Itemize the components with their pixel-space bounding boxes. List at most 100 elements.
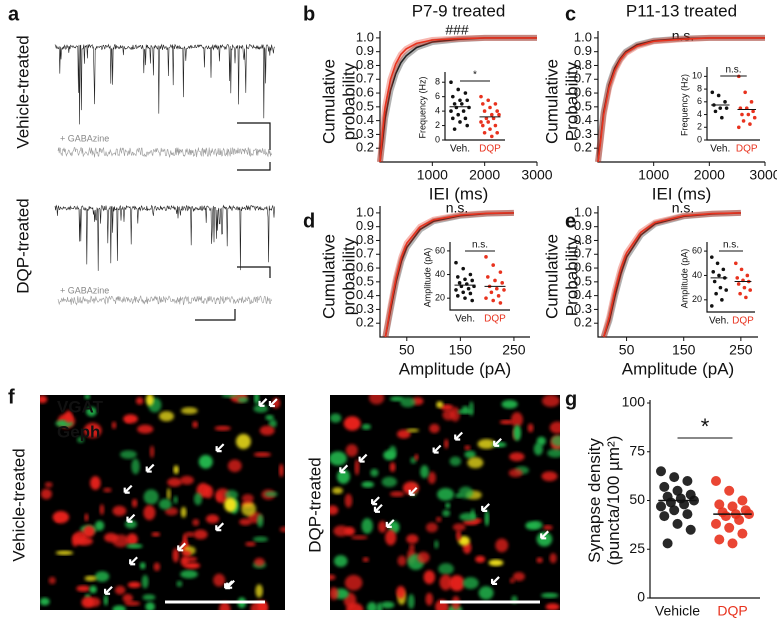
group-label: DQP-treated: [13, 198, 32, 293]
data-point: [498, 270, 503, 274]
arrow: [358, 453, 368, 463]
data-point: [672, 518, 683, 529]
axis: [706, 242, 755, 313]
punctum: [508, 468, 523, 478]
punctum: [488, 559, 504, 567]
y-axis-label: Probability: [562, 236, 581, 316]
x-tick-label: DQP: [736, 144, 758, 155]
punctum: [84, 575, 97, 582]
data-point: [740, 112, 744, 117]
data-point: [470, 278, 475, 283]
y-tick-label: 0.3: [356, 126, 374, 141]
x-tick-label: 3000: [749, 167, 777, 183]
x-tick-label: 50: [619, 342, 635, 358]
punctum: [551, 435, 560, 447]
punctum: [193, 492, 203, 506]
punctum: [330, 451, 347, 466]
y-tick-label: 0.6: [356, 259, 374, 274]
y-tick-label: 6: [697, 96, 702, 106]
x-tick-label: 2000: [469, 167, 500, 183]
y-tick-label: 20: [435, 293, 445, 303]
data-point: [717, 273, 721, 278]
data-point: [736, 282, 741, 286]
punctum: [420, 465, 429, 479]
arrow: [373, 503, 383, 513]
arrow: [490, 576, 500, 586]
punctum: [389, 462, 396, 473]
data-point: [659, 481, 670, 492]
data-point: [463, 116, 468, 121]
x-tick-label: 1000: [417, 167, 448, 183]
y-tick-label: 1.0: [574, 204, 592, 219]
data-point: [500, 281, 505, 285]
y-tick-label: 10: [692, 71, 702, 81]
micrograph: [330, 395, 560, 610]
punctum: [164, 507, 179, 516]
punctum: [85, 406, 97, 417]
y-tick-label: 0.9: [574, 218, 592, 233]
data-point: [451, 116, 455, 121]
data-point: [461, 290, 466, 295]
y-axis-label: Cumulative: [542, 59, 561, 144]
data-point: [460, 102, 464, 106]
punctum: [545, 603, 560, 610]
data-point: [741, 119, 746, 123]
punctum: [192, 421, 198, 429]
punctum: [330, 587, 339, 601]
punctum: [55, 550, 74, 555]
punctum: [227, 459, 242, 473]
punctum: [279, 526, 285, 533]
data-point: [449, 109, 453, 113]
data-point: [468, 291, 473, 296]
punctum: [368, 395, 385, 405]
x-tick-label: Veh.: [455, 314, 475, 325]
y-tick-label: 50: [629, 491, 645, 507]
data-point: [496, 294, 501, 298]
scale-bar: [237, 122, 271, 150]
data-point: [748, 122, 752, 126]
data-point: [724, 106, 729, 110]
punctum: [361, 423, 372, 430]
y-tick-label: 8: [697, 83, 702, 93]
y-tick-label: 0.3: [574, 126, 592, 141]
data-point: [458, 120, 462, 124]
data-point: [456, 294, 460, 298]
y-axis-label: Cumulative: [542, 234, 561, 319]
punctum: [389, 396, 405, 402]
punctum: [219, 601, 231, 610]
arrow: [215, 522, 225, 532]
x-tick-label: DQP: [732, 316, 754, 327]
punctum: [143, 489, 159, 505]
data-point: [685, 524, 696, 535]
punctum: [495, 538, 509, 553]
punctum: [409, 544, 415, 550]
y-axis-label: probability: [339, 62, 358, 140]
y-tick-label: 100: [622, 394, 646, 410]
punctum: [509, 577, 515, 584]
punctum: [406, 428, 420, 433]
punctum: [83, 525, 95, 538]
y-axis-label: Frequency (Hz): [417, 76, 427, 138]
data-point: [466, 286, 471, 291]
data-point: [493, 123, 498, 128]
data-point: [457, 281, 462, 285]
punctum: [145, 395, 154, 406]
x-tick-label: 250: [502, 342, 526, 358]
arrow: [145, 463, 155, 473]
trace: [57, 146, 272, 158]
data-point: [715, 261, 720, 266]
group-label: DQP-treated: [305, 457, 324, 552]
x-tick-label: 50: [399, 342, 415, 358]
punctum: [459, 512, 477, 521]
punctum: [542, 525, 553, 531]
y-tick-label: 25: [629, 540, 645, 556]
panel-label: c: [565, 3, 576, 25]
y-axis-label: (puncta/100 µm²): [604, 436, 623, 566]
y-tick-label: 0.7: [356, 246, 374, 261]
punctum: [484, 510, 490, 527]
group-label: Vehicle-treated: [13, 35, 32, 148]
punctum: [380, 601, 395, 609]
punctum: [123, 414, 138, 424]
punctum: [172, 547, 180, 563]
punctum: [414, 454, 419, 461]
